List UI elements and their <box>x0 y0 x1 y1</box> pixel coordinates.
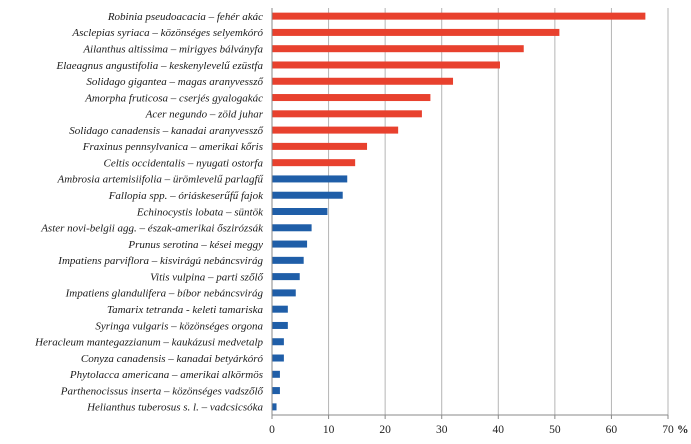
bar <box>272 12 646 20</box>
category-label: Elaeagnus angustifolia – keskenylevelű e… <box>55 60 263 72</box>
bar <box>272 289 296 297</box>
x-tick-label: 10 <box>323 424 335 436</box>
bar <box>272 354 284 362</box>
category-label: Ailanthus altissima – mirigyes bálványfa <box>82 44 263 56</box>
x-tick-label: 40 <box>493 424 505 436</box>
category-label: Heracleum mantegazzianum – kaukázusi med… <box>34 337 263 349</box>
bar <box>272 45 524 53</box>
bar <box>272 370 280 378</box>
category-label: Asclepias syriaca – közönséges selyemkór… <box>71 27 263 39</box>
bars <box>272 12 646 411</box>
category-label: Amorpha fruticosa – cserjés gyalogakác <box>84 92 263 104</box>
bar <box>272 94 431 102</box>
bar <box>272 191 343 199</box>
bar <box>272 175 348 183</box>
category-label: Vitis vulpina – parti szőlő <box>150 271 263 283</box>
bar <box>272 110 422 118</box>
bar <box>272 61 500 69</box>
bar <box>272 321 288 329</box>
x-tick-label: 20 <box>379 424 391 436</box>
bar <box>272 126 399 134</box>
category-label: Solidago gigantea – magas aranyvessző <box>86 76 263 88</box>
bar <box>272 224 312 232</box>
category-label: Prunus serotina – kései meggy <box>127 239 263 251</box>
bar <box>272 338 284 346</box>
category-label: Solidago canadensis – kanadai aranyvessz… <box>69 125 263 137</box>
x-tick-label: 50 <box>549 424 561 436</box>
x-tick-label: 0 <box>269 424 275 436</box>
bar <box>272 208 328 215</box>
category-label: Celtis occidentalis – nyugati ostorfa <box>104 157 264 169</box>
category-label: Tamarix tetranda - keleti tamariska <box>107 304 264 316</box>
category-label: Impatiens glandulifera – bíbor nebáncsvi… <box>65 288 264 300</box>
category-label: Ambrosia artemisiifolia – ürömlevelű par… <box>56 174 263 186</box>
category-label: Aster novi-belgii agg. – észak-amerikai … <box>40 223 264 235</box>
category-label: Fallopia spp. – óriáskeserűfű fajok <box>108 190 264 202</box>
category-label: Syringa vulgaris – közönséges orgona <box>95 320 263 332</box>
bar <box>272 305 288 313</box>
category-label: Fraxinus pennsylvanica – amerikai kőris <box>82 141 263 153</box>
category-label: Acer negundo – zöld juhar <box>145 109 264 121</box>
bar <box>272 240 308 248</box>
x-axis-unit-label: % <box>677 424 689 436</box>
gridlines <box>328 8 669 415</box>
category-labels: Robinia pseudoacacia – fehér akác Asclepi… <box>34 11 264 414</box>
category-label: Phytolacca americana – amerikai alkörmös <box>69 369 263 381</box>
category-label: Conyza canadensis – kanadai betyárkóró <box>81 353 264 365</box>
bar <box>272 387 280 395</box>
category-label: Helianthus tuberosus s. l. – vadcsicsóka <box>86 402 263 414</box>
x-tick-label: 30 <box>436 424 448 436</box>
x-axis-ticks: 0 10 20 30 40 50 60 70 <box>269 415 674 436</box>
bar <box>272 142 368 150</box>
bar <box>272 403 277 411</box>
bar <box>272 273 300 281</box>
x-tick-label: 70 <box>662 424 674 436</box>
category-label: Impatiens parviflora – kisvirágú nebáncs… <box>57 255 263 267</box>
category-label: Parthenocissus inserta – közönséges vads… <box>60 385 264 397</box>
bar <box>272 77 454 85</box>
bar <box>272 28 560 36</box>
bar <box>272 159 356 167</box>
x-tick-label: 60 <box>606 424 618 436</box>
bar <box>272 256 304 264</box>
category-label: Robinia pseudoacacia – fehér akác <box>107 11 263 23</box>
category-label: Echinocystis lobata – süntök <box>136 206 264 218</box>
